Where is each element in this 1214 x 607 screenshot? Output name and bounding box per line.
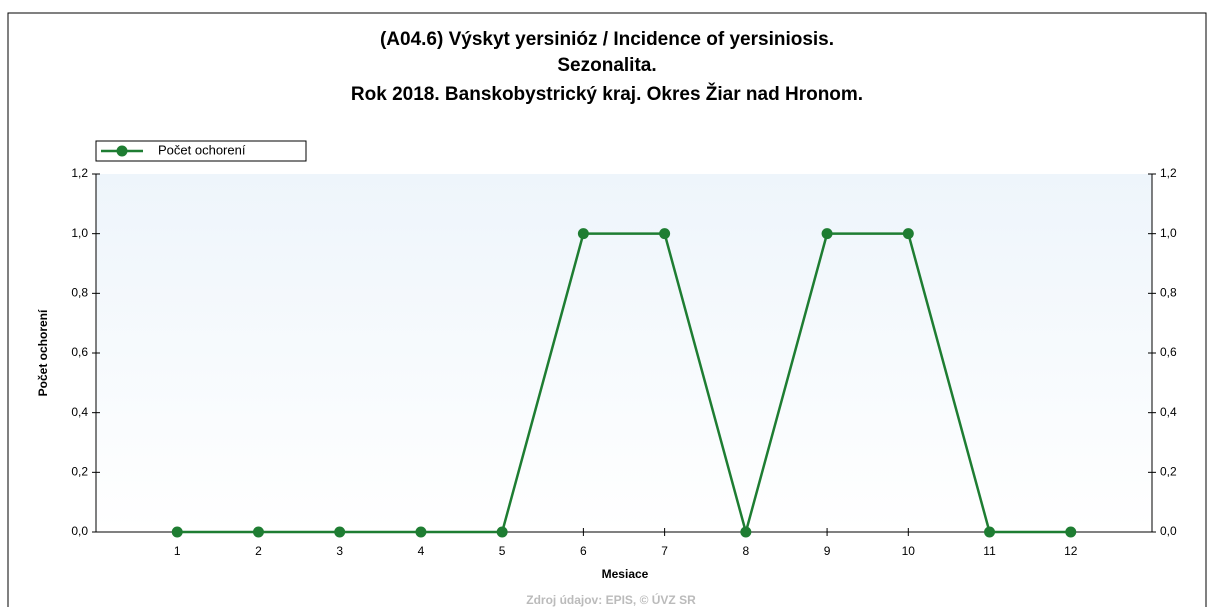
- source: Zdroj údajov: EPIS, © ÚVZ SR: [526, 592, 696, 607]
- x-tick-label: 8: [743, 544, 750, 558]
- x-tick-label: 5: [499, 544, 506, 558]
- x-tick-label: 11: [983, 544, 996, 558]
- legend-box: [95, 140, 307, 162]
- marker: [577, 228, 589, 240]
- y-tick-label: 0,6: [71, 345, 88, 359]
- y-tick-label: 0,8: [71, 286, 88, 300]
- y2-tick-label: 0,6: [1160, 345, 1177, 359]
- series-line: [177, 232, 1071, 537]
- legend-label: Počet ochorení: [158, 142, 246, 157]
- marker: [415, 526, 427, 538]
- marker: [1065, 526, 1077, 538]
- chart-title: Rok 2018. Banskobystrický kraj. Okres Ži…: [351, 83, 863, 105]
- marker: [252, 526, 264, 538]
- y-tick-label: 1,0: [71, 226, 88, 240]
- frame: [7, 12, 1207, 607]
- y-axis-label: Počet ochorení: [36, 309, 50, 396]
- x-tick-label: 9: [824, 544, 831, 558]
- x-tick-label: 10: [902, 544, 916, 558]
- y2-tick-label: 0,8: [1160, 286, 1177, 300]
- y2-tick-label: 0,0: [1160, 524, 1177, 538]
- chart-title: (A04.6) Výskyt yersinióz / Incidence of …: [380, 29, 834, 50]
- marker: [821, 228, 833, 240]
- legend-marker: [116, 145, 128, 157]
- plot-area: [96, 174, 1152, 532]
- chart-title: Sezonalita.: [557, 55, 656, 76]
- x-axis-label: Mesiace: [602, 567, 649, 581]
- marker: [496, 526, 508, 538]
- x-tick-label: 1: [174, 544, 181, 558]
- x-tick-label: 12: [1064, 544, 1078, 558]
- x-tick-label: 2: [255, 544, 262, 558]
- x-tick-label: 6: [580, 544, 587, 558]
- marker: [902, 228, 914, 240]
- marker: [984, 526, 996, 538]
- marker: [659, 228, 671, 240]
- x-tick-label: 3: [336, 544, 343, 558]
- y-tick-label: 0,4: [71, 405, 88, 419]
- x-tick-label: 4: [418, 544, 425, 558]
- y-tick-label: 0,2: [71, 465, 88, 479]
- y2-tick-label: 0,4: [1160, 405, 1177, 419]
- marker: [171, 526, 183, 538]
- marker: [740, 526, 752, 538]
- y2-tick-label: 1,0: [1160, 226, 1177, 240]
- y2-tick-label: 1,2: [1160, 166, 1177, 180]
- y2-tick-label: 0,2: [1160, 465, 1177, 479]
- y-tick-label: 1,2: [71, 166, 88, 180]
- x-tick-label: 7: [661, 544, 668, 558]
- y-tick-label: 0,0: [71, 524, 88, 538]
- marker: [334, 526, 346, 538]
